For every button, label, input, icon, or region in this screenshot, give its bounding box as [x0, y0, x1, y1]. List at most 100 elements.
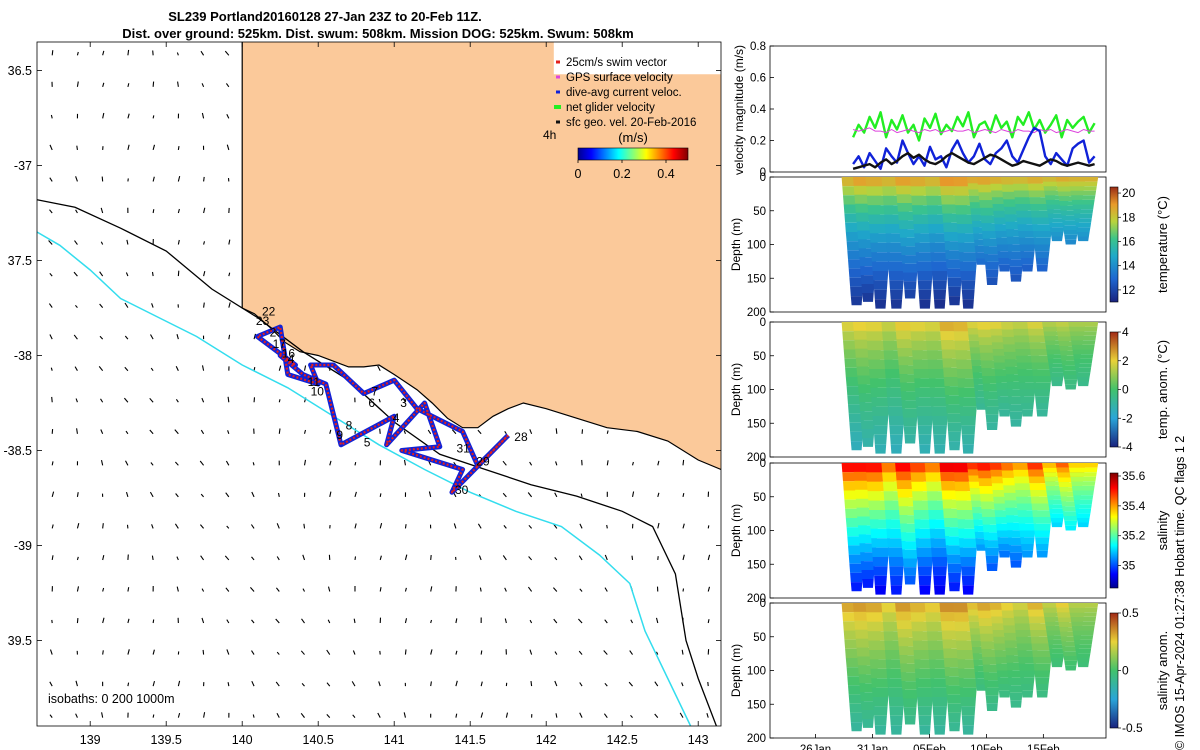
section-profile-band — [1071, 344, 1095, 350]
map-x-tick-label: 139.5 — [151, 733, 182, 747]
section-profile-band — [917, 271, 933, 281]
current-vector — [430, 681, 432, 687]
section-profile-band — [933, 575, 947, 586]
section-profile-band — [1009, 266, 1023, 275]
current-vector — [505, 712, 509, 718]
section-profile-band — [1068, 603, 1099, 608]
section-profile-band — [1070, 190, 1097, 196]
section-profile-band — [850, 441, 863, 451]
section-colorbar-tick-label: 0 — [1122, 664, 1129, 678]
current-vector — [682, 492, 685, 497]
section-profile-band — [1074, 218, 1092, 223]
current-vector — [200, 493, 205, 498]
section-profile-band — [959, 547, 977, 557]
section-profile-band — [1071, 485, 1095, 491]
current-vector — [654, 713, 659, 718]
section-profile-band — [903, 567, 917, 576]
section-profile-band — [871, 252, 890, 262]
section-profile-band — [1019, 670, 1036, 678]
current-vector — [352, 650, 356, 655]
title-line-1: SL239 Portland20160128 27-Jan 23Z to 20-… — [168, 9, 482, 24]
section-profile-band — [958, 528, 979, 539]
section-profile-band — [850, 722, 863, 732]
section-profile-band — [873, 566, 888, 576]
current-vector — [177, 680, 181, 687]
current-vector — [251, 619, 255, 624]
section-profile-band — [872, 557, 889, 567]
section-profile-band — [1036, 409, 1048, 417]
current-vector — [127, 49, 130, 56]
time-x-tick-label: 31Jan — [857, 744, 888, 750]
current-vector — [125, 430, 129, 435]
map-y-tick-label: 39.5 — [8, 634, 32, 648]
section-profile-band — [945, 545, 964, 555]
current-vector — [603, 650, 608, 655]
section-y-label: Depth (m) — [729, 504, 743, 557]
section-profile-band — [1075, 648, 1092, 654]
current-vector — [477, 523, 482, 529]
section-profile-band — [933, 434, 947, 445]
section-profile-band — [983, 246, 1001, 255]
current-vector — [76, 81, 79, 87]
current-vector — [174, 429, 179, 435]
current-vector — [277, 492, 280, 497]
section-profile-band — [919, 444, 931, 454]
map-y-tick-label: 36.5 — [8, 64, 32, 78]
section-profile-band — [957, 659, 979, 669]
section-profile-band — [1032, 517, 1052, 524]
section-profile-band — [931, 261, 949, 271]
section-profile-band — [1020, 251, 1035, 258]
current-vector — [199, 460, 205, 466]
current-vector — [200, 429, 205, 435]
section-profile-band — [1034, 389, 1051, 397]
section-profile-band — [887, 538, 906, 548]
velocity-series — [852, 111, 1096, 170]
current-vector — [278, 365, 282, 371]
section-profile-band — [986, 277, 998, 285]
section-profile-band — [1010, 419, 1022, 427]
section-profile-band — [1063, 375, 1078, 380]
section-profile — [1068, 603, 1099, 668]
current-vector — [49, 681, 53, 687]
section-profile-band — [904, 434, 916, 444]
section-profile-band — [1071, 195, 1096, 200]
current-vector — [681, 649, 684, 655]
section-profile-band — [917, 697, 933, 707]
section-profile-band — [961, 425, 976, 435]
isobath-200m — [37, 199, 718, 726]
section-profile-band — [870, 668, 891, 679]
section-profile-band — [985, 414, 999, 423]
current-vector — [201, 397, 205, 403]
section-profile-band — [945, 685, 964, 695]
section-profile-band — [1073, 209, 1094, 214]
section-profile-band — [958, 387, 979, 398]
section-profile-band — [1076, 227, 1091, 232]
section-profile-band — [1069, 612, 1097, 617]
section-profile-band — [986, 563, 998, 571]
section-profile-band — [1050, 232, 1064, 237]
section-profile-band — [918, 715, 932, 726]
current-vector — [152, 176, 155, 182]
velocity-series-line — [852, 126, 1096, 170]
section-profile-band — [918, 289, 932, 300]
section-profile-band — [1070, 616, 1097, 622]
current-vector — [49, 144, 53, 151]
section-profile-band — [929, 242, 950, 253]
section-profile-band — [931, 416, 948, 426]
section-y-tick-label: 150 — [747, 559, 766, 571]
section-profile-band — [1031, 643, 1053, 651]
section-profile-band — [889, 706, 904, 716]
section-profile-band — [900, 246, 920, 256]
section-profile-band — [957, 378, 979, 388]
current-vector — [276, 523, 280, 529]
section-profile-band — [901, 255, 919, 264]
map-colorbar-ticks: 0 0.2 0.4 — [575, 160, 675, 181]
current-vector — [152, 680, 156, 687]
section-profile-band — [1075, 508, 1092, 514]
section-profile-band — [860, 411, 876, 421]
section-profile-band — [985, 555, 999, 564]
current-vector — [579, 682, 583, 687]
map-colorbar-tick-label: 0 — [575, 167, 582, 181]
section-profile-band — [985, 261, 1000, 270]
